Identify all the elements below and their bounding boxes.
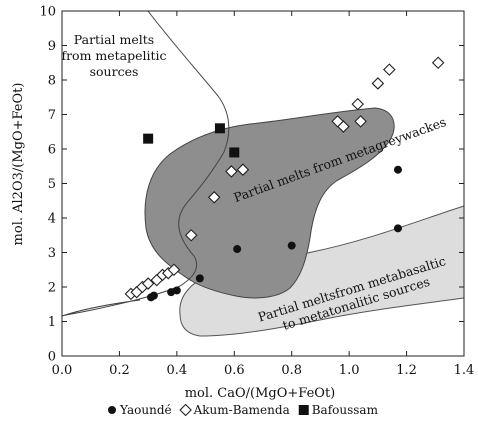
y-tick-label: 7 <box>48 108 56 123</box>
metapelitic-label: Partial melts from metapelitic sources <box>61 32 166 79</box>
circle-point <box>393 224 402 233</box>
legend-label: Bafoussam <box>312 403 379 417</box>
diamond-point <box>371 77 385 90</box>
diamond-point <box>141 277 155 290</box>
circle-point <box>172 286 181 295</box>
diamond-point <box>167 263 181 277</box>
diamond-point <box>184 228 198 242</box>
circle-legend-marker <box>108 406 116 414</box>
x-tick-label: 0.8 <box>281 363 302 378</box>
y-tick-label: 3 <box>48 246 56 261</box>
x-tick-label: 0.2 <box>109 363 130 378</box>
diamond-point <box>351 97 365 111</box>
square-point <box>229 147 240 158</box>
circle-point <box>195 274 204 283</box>
square-legend-marker <box>298 405 309 415</box>
x-axis-label: mol. CaO/(MgO+FeOt) <box>185 386 336 401</box>
y-tick-label: 5 <box>48 177 56 192</box>
y-tick-label: 8 <box>48 74 56 89</box>
square-point <box>143 133 154 144</box>
y-tick-label: 2 <box>48 281 56 296</box>
diamond-point <box>431 56 445 70</box>
legend-label: Yaoundé <box>119 403 172 417</box>
square-point <box>214 123 225 134</box>
diamond-point <box>236 163 250 176</box>
y-axis-label: mol. Al2O3/(MgO+FeOt) <box>11 83 26 246</box>
y-tick-label: 10 <box>39 5 56 20</box>
x-tick-label: 1.4 <box>454 363 475 378</box>
x-tick-label: 1.0 <box>339 363 360 378</box>
circle-point <box>233 245 242 254</box>
diamond-point <box>354 115 367 128</box>
y-tick-label: 1 <box>48 315 56 330</box>
diamond-legend-marker <box>179 403 192 417</box>
y-tick-label: 4 <box>48 212 56 227</box>
legend: Yaoundé Akum-Bamenda Bafoussam <box>108 403 379 417</box>
y-tick-label: 9 <box>48 39 56 54</box>
x-tick-label: 0.4 <box>167 363 188 378</box>
y-tick-label: 0 <box>48 350 56 365</box>
y-tick-label: 6 <box>48 143 56 158</box>
x-tick-label: 1.2 <box>396 363 417 378</box>
diamond-point <box>337 120 350 133</box>
circle-point <box>287 241 296 250</box>
x-tick-label: 0.0 <box>52 363 73 378</box>
diamond-point <box>225 165 238 178</box>
diamond-point <box>207 191 221 204</box>
metapelitic-boundary <box>61 10 230 317</box>
diamond-point <box>383 63 396 76</box>
metagreywackes-field <box>144 107 395 299</box>
x-tick-label: 0.6 <box>224 363 245 378</box>
circle-point <box>149 291 158 300</box>
legend-label: Akum-Bamenda <box>193 403 290 417</box>
circle-point <box>393 165 402 174</box>
